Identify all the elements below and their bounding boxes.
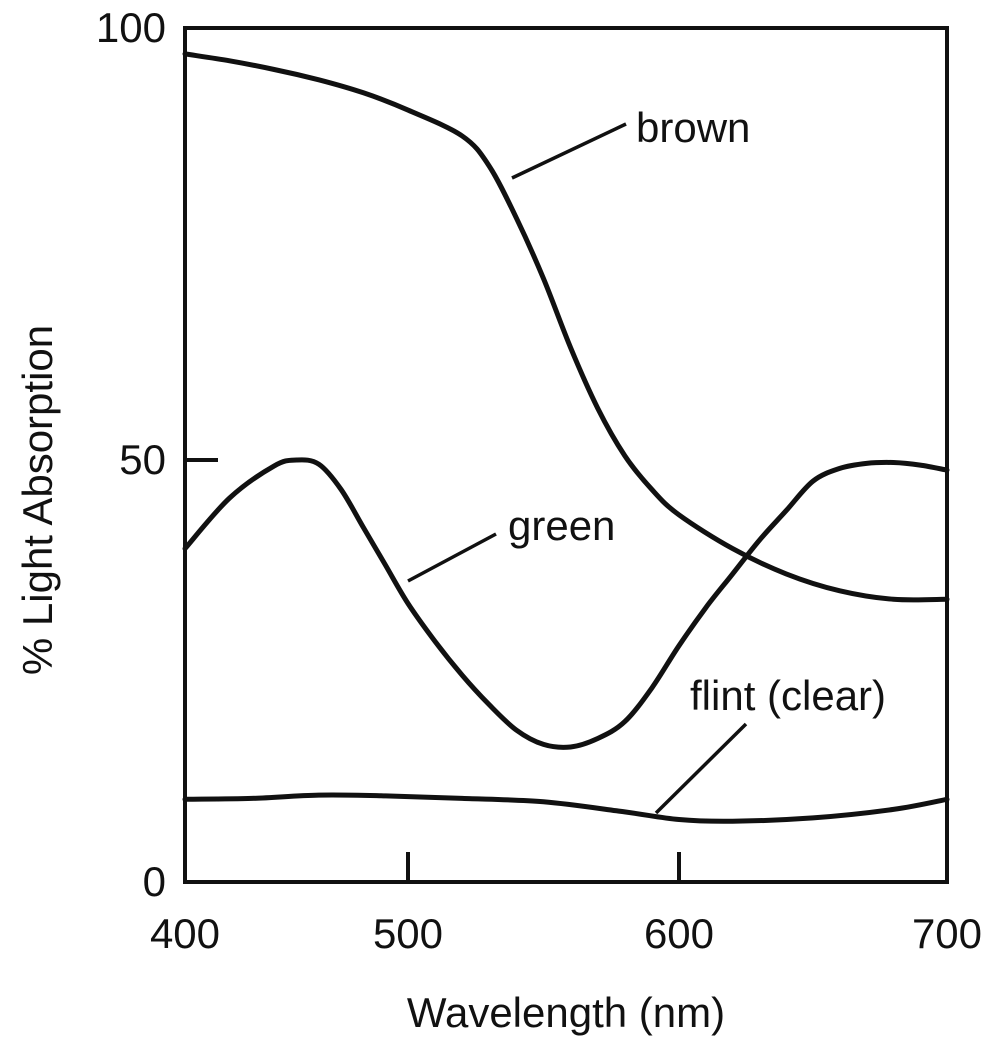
x-tick-label-700: 700 (912, 910, 982, 957)
x-axis-label: Wavelength (nm) (407, 989, 725, 1036)
x-tick-label-400: 400 (150, 910, 220, 957)
x-tick-label-600: 600 (644, 910, 714, 957)
series-label-green: green (508, 502, 615, 549)
series-label-flint-clear: flint (clear) (690, 672, 886, 719)
ticks-group: 400 500 600 700 0 50 100 (96, 4, 982, 957)
leader-line-brown (511, 122, 627, 180)
y-tick-label-0: 0 (143, 858, 166, 905)
series-label-brown: brown (636, 104, 750, 151)
series-line-flint-clear (182, 792, 950, 824)
plot-frame (183, 26, 949, 884)
y-axis-label: % Light Absorption (14, 325, 61, 675)
series-labels-group: brown green flint (clear) (407, 104, 886, 815)
series-line-green (182, 457, 950, 750)
curves-group (182, 51, 950, 824)
leader-line-green (407, 532, 497, 583)
y-tick-label-50: 50 (119, 436, 166, 483)
x-tick-label-500: 500 (373, 910, 443, 957)
leader-line-flint-clear (654, 722, 748, 815)
y-tick-label-100: 100 (96, 4, 166, 51)
plot-frame-group (183, 26, 949, 884)
series-line-brown (182, 51, 950, 603)
